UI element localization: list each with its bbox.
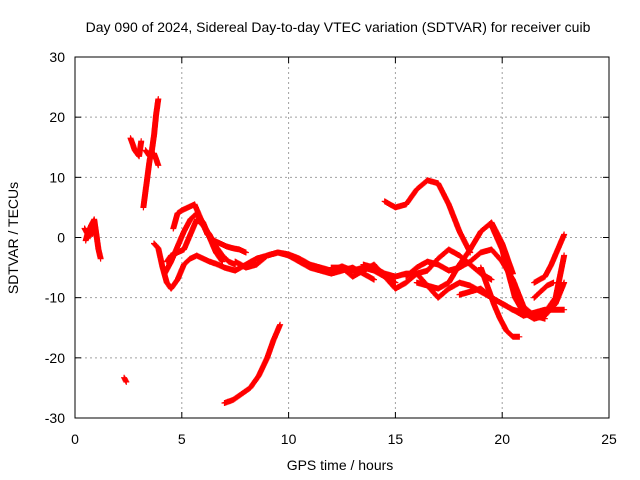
series-track-15 xyxy=(381,177,474,256)
chart-title: Day 090 of 2024, Sidereal Day-to-day VTE… xyxy=(86,19,591,35)
point-markers xyxy=(381,177,474,256)
y-tick-label: 10 xyxy=(49,169,65,185)
series-track-21 xyxy=(531,231,568,286)
point-markers xyxy=(413,219,516,292)
y-tick-label: 30 xyxy=(49,49,65,65)
x-tick-label: 5 xyxy=(178,431,186,447)
point-markers xyxy=(142,147,162,169)
series-track-17 xyxy=(413,219,516,292)
x-tick-label: 20 xyxy=(494,431,510,447)
series-track-03 xyxy=(121,374,130,385)
y-tick-label: 0 xyxy=(57,230,65,246)
point-markers xyxy=(531,279,557,301)
series-track-06 xyxy=(142,147,162,169)
series-track-04 xyxy=(127,135,145,160)
series-track-22 xyxy=(531,279,557,301)
data-points xyxy=(81,96,568,406)
series-track-10 xyxy=(161,210,226,277)
y-tick-label: -30 xyxy=(45,410,65,426)
y-tick-label: -10 xyxy=(45,290,65,306)
series-track-11 xyxy=(221,321,284,406)
point-markers xyxy=(221,321,284,406)
x-tick-label: 0 xyxy=(71,431,79,447)
point-markers xyxy=(161,210,226,277)
point-markers xyxy=(127,135,145,160)
y-axis-label: SDTVAR / TECUs xyxy=(5,182,21,294)
point-markers xyxy=(121,374,130,385)
y-tick-label: -20 xyxy=(45,350,65,366)
y-tick-label: 20 xyxy=(49,109,65,125)
x-tick-label: 15 xyxy=(388,431,404,447)
x-tick-labels: 0 5 10 15 20 25 xyxy=(71,431,617,447)
y-tick-labels: -30 -20 -10 0 10 20 30 xyxy=(45,49,65,426)
x-tick-label: 25 xyxy=(601,431,617,447)
axis-ticks xyxy=(74,56,610,419)
series-track-20 xyxy=(488,222,568,322)
point-markers xyxy=(488,222,568,322)
x-axis-label: GPS time / hours xyxy=(287,457,394,473)
point-markers xyxy=(82,223,98,244)
point-markers xyxy=(531,231,568,286)
series-track-02 xyxy=(82,223,98,244)
x-tick-label: 10 xyxy=(281,431,297,447)
